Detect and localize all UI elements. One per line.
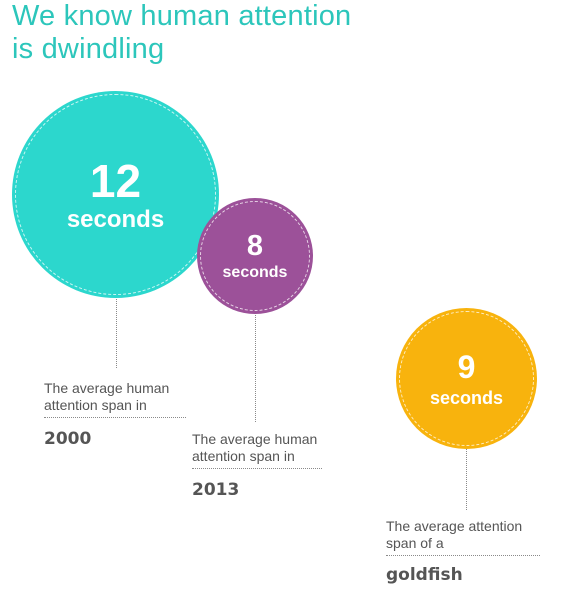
connector-2013 <box>255 312 256 422</box>
connector-goldfish <box>466 432 467 510</box>
page-title-line-1: We know human attention <box>12 0 352 32</box>
label-goldfish: goldfish <box>386 565 463 585</box>
caption-2000: The average human attention span in <box>44 380 170 413</box>
bubble-goldfish: 9 seconds <box>396 308 537 449</box>
connector-2000 <box>116 290 117 368</box>
page-title: We know human attention is dwindling <box>12 0 351 66</box>
label-2013: 2013 <box>192 480 240 500</box>
bubble-2013-unit: seconds <box>222 263 288 281</box>
bubble-2000-unit: seconds <box>66 205 165 233</box>
page-title-line-2: is dwindling <box>12 33 165 65</box>
bubble-goldfish-unit: seconds <box>429 387 504 408</box>
bubble-2000: 12 seconds <box>12 91 219 298</box>
rule-goldfish <box>386 555 540 556</box>
rule-2013 <box>192 468 322 469</box>
caption-goldfish: The average attention span of a <box>386 518 523 551</box>
label-2000: 2000 <box>44 429 92 449</box>
bubble-2000-value: 12 <box>89 154 142 207</box>
bubble-2013-value: 8 <box>246 229 264 262</box>
bubble-goldfish-value: 9 <box>457 348 476 385</box>
bubble-2013: 8 seconds <box>197 198 313 314</box>
caption-2013: The average human attention span in <box>192 431 318 464</box>
rule-2000 <box>44 417 186 418</box>
